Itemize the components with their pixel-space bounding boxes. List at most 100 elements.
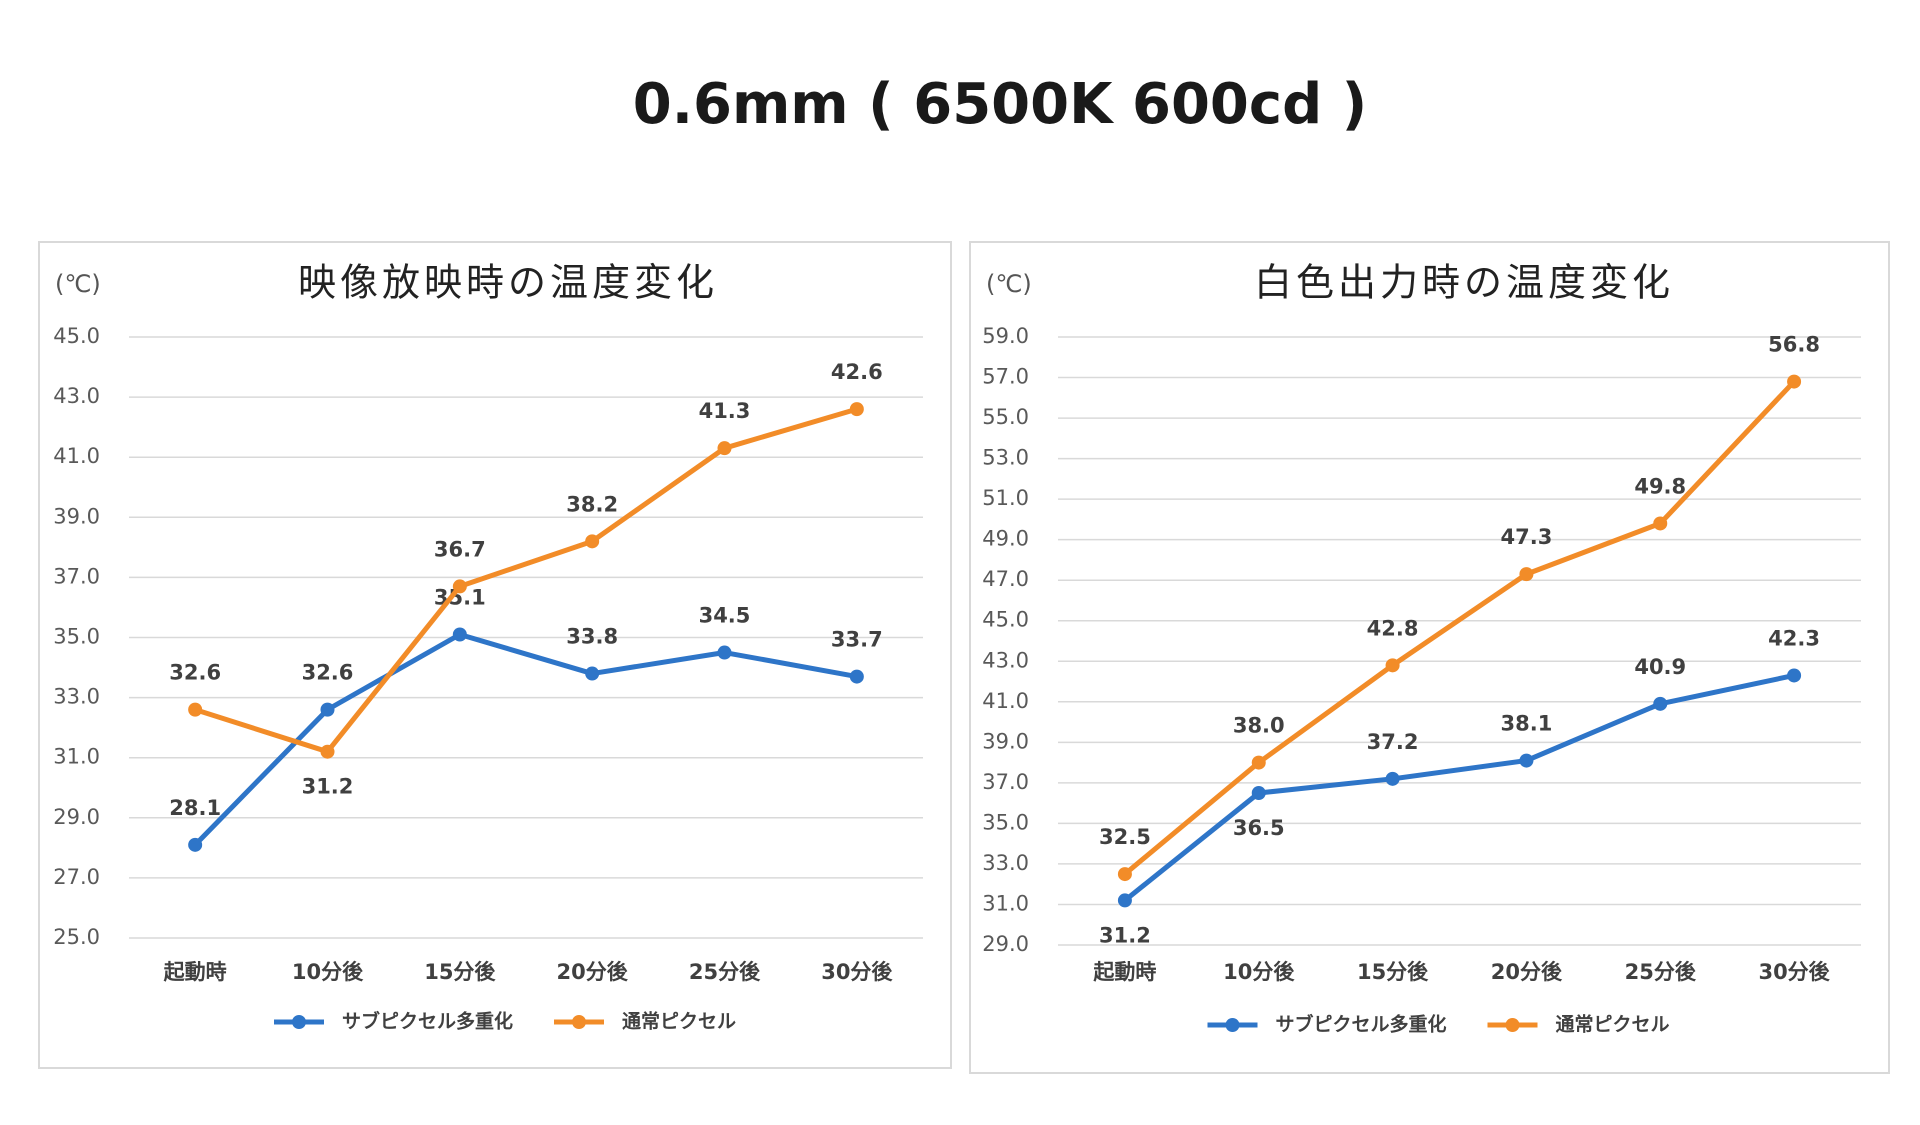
x-tick-label: 起動時 [163, 960, 227, 984]
x-tick-label: 10分後 [292, 960, 364, 984]
data-label: 42.8 [1367, 616, 1419, 640]
data-label: 36.7 [434, 537, 486, 561]
series-line [1123, 379, 1796, 876]
legend-swatch [572, 1015, 586, 1029]
y-tick-label: 35.0 [53, 625, 100, 649]
page-title: 0.6mm ( 6500K 600cd ) [633, 72, 1368, 137]
data-point [320, 702, 335, 717]
data-label: 49.8 [1634, 474, 1686, 498]
data-point [717, 645, 732, 660]
x-tick-label: 起動時 [1092, 960, 1156, 984]
data-point [1251, 755, 1266, 770]
data-point [1519, 753, 1534, 768]
data-point [188, 702, 203, 717]
data-label: 38.2 [566, 492, 618, 516]
y-tick-label: 33.0 [982, 851, 1029, 875]
y-tick-label: 35.0 [982, 810, 1029, 834]
data-label: 34.5 [699, 604, 751, 628]
data-label: 33.8 [566, 625, 618, 649]
data-label: 41.3 [699, 399, 751, 423]
x-tick-label: 25分後 [689, 960, 761, 984]
y-tick-label: 43.0 [982, 648, 1029, 672]
data-point [1251, 786, 1266, 800]
legend-label: サブピクセル多重化 [342, 1010, 513, 1033]
legend-label: 通常ピクセル [622, 1010, 736, 1033]
data-label: 56.8 [1768, 333, 1820, 357]
data-label: 31.2 [302, 775, 354, 799]
legend-swatch [1505, 1018, 1520, 1032]
data-label: 36.5 [1233, 816, 1285, 840]
data-point [1117, 893, 1132, 908]
data-point [1385, 658, 1400, 673]
legend-swatch [1225, 1018, 1240, 1032]
x-tick-label: 15分後 [1357, 960, 1429, 984]
y-tick-label: 57.0 [982, 365, 1029, 389]
data-point [1787, 668, 1802, 683]
y-tick-label: 31.0 [982, 891, 1029, 915]
x-tick-label: 10分後 [1223, 960, 1295, 984]
data-point [452, 579, 467, 594]
y-tick-label: 29.0 [53, 805, 100, 829]
data-label: 28.1 [169, 796, 221, 820]
y-tick-label: 41.0 [53, 444, 100, 468]
data-label: 32.5 [1099, 825, 1151, 849]
data-point [188, 837, 203, 852]
data-point [585, 534, 600, 549]
legend-label: 通常ピクセル [1556, 1013, 1670, 1036]
y-tick-label: 51.0 [982, 486, 1029, 510]
data-point [452, 627, 467, 642]
y-tick-label: 27.0 [53, 865, 100, 889]
data-point [1653, 696, 1668, 711]
legend-label: サブピクセル多重化 [1276, 1013, 1447, 1036]
data-label: 47.3 [1501, 525, 1553, 549]
data-label: 40.9 [1634, 655, 1686, 679]
data-label: 32.6 [302, 661, 354, 685]
data-label: 32.6 [169, 661, 221, 685]
y-axis-label: (℃) [55, 270, 101, 298]
data-label: 38.0 [1233, 714, 1285, 738]
data-label: 42.6 [831, 360, 883, 384]
y-tick-label: 37.0 [982, 770, 1029, 794]
panel [969, 241, 1890, 1074]
y-tick-label: 45.0 [982, 608, 1029, 632]
y-tick-label: 29.0 [982, 932, 1029, 956]
chart-title: 白色出力時の温度変化 [1254, 261, 1674, 305]
y-tick-label: 55.0 [982, 405, 1029, 429]
x-tick-label: 30分後 [821, 960, 893, 984]
series-line [194, 406, 858, 755]
data-label: 42.3 [1768, 626, 1820, 650]
data-label: 33.7 [831, 628, 883, 652]
y-tick-label: 39.0 [53, 504, 100, 528]
data-point [717, 441, 732, 456]
data-point [320, 744, 335, 759]
y-tick-label: 43.0 [53, 384, 100, 408]
x-tick-label: 15分後 [424, 960, 496, 984]
chart-title: 映像放映時の温度変化 [298, 261, 718, 305]
y-axis-label: (℃) [986, 270, 1032, 298]
x-tick-label: 20分後 [1491, 960, 1563, 984]
data-point [849, 402, 864, 417]
y-tick-label: 53.0 [982, 446, 1029, 470]
y-tick-label: 59.0 [982, 324, 1029, 348]
y-tick-label: 33.0 [53, 685, 100, 709]
data-point [1117, 867, 1132, 882]
data-point [1519, 567, 1534, 582]
x-tick-label: 20分後 [557, 960, 629, 984]
x-tick-label: 25分後 [1625, 960, 1697, 984]
y-tick-label: 25.0 [53, 925, 100, 949]
y-tick-label: 47.0 [982, 567, 1029, 591]
data-label: 37.2 [1367, 730, 1419, 754]
data-point [585, 666, 600, 681]
series-line [193, 631, 858, 847]
data-point [849, 669, 864, 684]
data-point [1787, 374, 1802, 389]
y-tick-label: 37.0 [53, 564, 100, 588]
y-tick-label: 49.0 [982, 527, 1029, 551]
data-label: 38.1 [1501, 712, 1553, 736]
y-tick-label: 39.0 [982, 729, 1029, 753]
data-point [1653, 516, 1668, 531]
series-line [1123, 673, 1795, 903]
panel [38, 241, 952, 1069]
